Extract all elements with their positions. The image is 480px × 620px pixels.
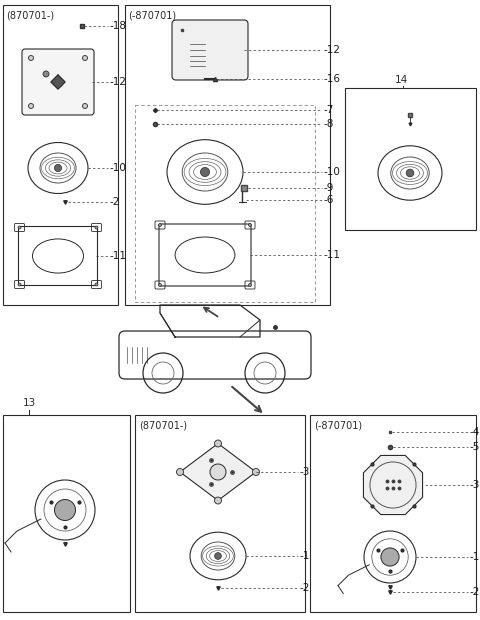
- Circle shape: [215, 497, 221, 504]
- Text: -12: -12: [324, 45, 341, 55]
- Circle shape: [201, 167, 210, 177]
- Text: -12: -12: [110, 77, 127, 87]
- FancyBboxPatch shape: [172, 20, 248, 80]
- Text: (870701-): (870701-): [6, 11, 54, 21]
- Text: 14: 14: [395, 75, 408, 85]
- Circle shape: [381, 548, 399, 566]
- Text: -18: -18: [110, 21, 127, 31]
- Polygon shape: [363, 456, 422, 515]
- Polygon shape: [180, 443, 256, 500]
- Text: -11: -11: [324, 250, 341, 260]
- Bar: [3, 5, 118, 305]
- Text: -6: -6: [324, 195, 335, 205]
- Circle shape: [406, 169, 414, 177]
- Text: (-870701): (-870701): [314, 421, 362, 431]
- Text: -10: -10: [324, 167, 341, 177]
- Bar: [310, 415, 476, 612]
- Text: -1: -1: [470, 552, 480, 562]
- Circle shape: [95, 226, 98, 229]
- Circle shape: [83, 104, 87, 108]
- Text: -5: -5: [470, 442, 480, 452]
- Bar: [135, 415, 305, 612]
- Text: -4: -4: [470, 427, 480, 437]
- Circle shape: [252, 469, 260, 476]
- Circle shape: [55, 500, 75, 521]
- Text: (870701-): (870701-): [139, 421, 187, 431]
- Text: -9: -9: [324, 183, 335, 193]
- Text: -2: -2: [300, 583, 311, 593]
- Text: -2: -2: [470, 587, 480, 597]
- Text: 13: 13: [23, 398, 36, 408]
- Polygon shape: [51, 75, 65, 89]
- Circle shape: [83, 56, 87, 61]
- Text: -8: -8: [324, 119, 335, 129]
- Bar: [125, 5, 330, 305]
- Circle shape: [158, 283, 161, 286]
- Circle shape: [215, 552, 221, 559]
- FancyBboxPatch shape: [22, 49, 94, 115]
- Circle shape: [158, 223, 161, 226]
- Circle shape: [18, 226, 21, 229]
- Text: -3: -3: [300, 467, 311, 477]
- Bar: [135, 105, 315, 302]
- Circle shape: [43, 71, 49, 77]
- Text: -1: -1: [300, 551, 311, 561]
- Bar: [345, 88, 476, 230]
- Circle shape: [18, 283, 21, 286]
- Text: -16: -16: [324, 74, 341, 84]
- Bar: [3, 415, 130, 612]
- Circle shape: [28, 104, 34, 108]
- Circle shape: [28, 56, 34, 61]
- Text: (-870701): (-870701): [128, 11, 176, 21]
- Text: -3: -3: [470, 480, 480, 490]
- Circle shape: [177, 469, 183, 476]
- Circle shape: [249, 223, 252, 226]
- Text: -10: -10: [110, 163, 127, 173]
- Circle shape: [95, 283, 98, 286]
- Circle shape: [215, 440, 221, 447]
- Circle shape: [249, 283, 252, 286]
- Circle shape: [210, 464, 226, 480]
- Text: -7: -7: [324, 105, 335, 115]
- Circle shape: [54, 164, 61, 172]
- Text: -2: -2: [110, 197, 120, 207]
- Text: -11: -11: [110, 251, 127, 261]
